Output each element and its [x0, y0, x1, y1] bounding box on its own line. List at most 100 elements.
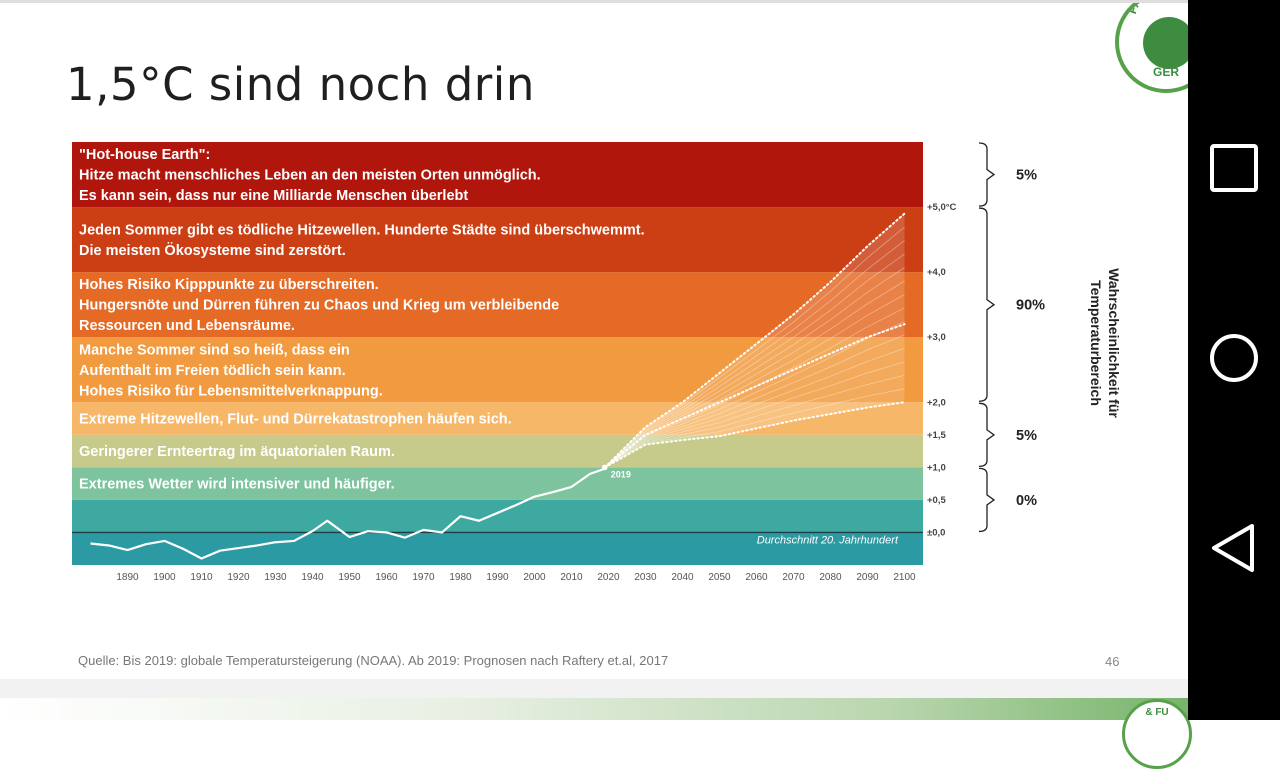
- next-slide-preview[interactable]: & FU: [0, 679, 1192, 769]
- band-3: [72, 434, 923, 468]
- band-4: [72, 402, 923, 435]
- y-tick-5: +3,0: [927, 332, 946, 343]
- band-text-5-2: Hohes Risiko für Lebensmittelverknappung…: [79, 383, 383, 399]
- band-text-5-1: Aufenthalt im Freien tödlich sein kann.: [79, 363, 346, 379]
- top-divider: [0, 0, 1188, 3]
- probability-label-0: 5%: [1016, 168, 1037, 184]
- android-nav-bar: [1188, 0, 1280, 720]
- logo-bottom-text: GER: [1153, 65, 1180, 79]
- band-text-7-1: Die meisten Ökosysteme sind zerstört.: [79, 242, 346, 259]
- band-6: [72, 272, 923, 338]
- band-text-7-0: Jeden Sommer gibt es tödliche Hitzewelle…: [79, 222, 645, 238]
- y-tick-3: +1,5: [927, 430, 946, 441]
- fan-line-4: [604, 348, 905, 468]
- x-tick-2050: 2050: [708, 572, 731, 583]
- band-8: [72, 142, 923, 208]
- x-tick-2060: 2060: [745, 572, 768, 583]
- band-5: [72, 337, 923, 403]
- x-tick-2080: 2080: [819, 572, 842, 583]
- x-tick-1900: 1900: [153, 572, 176, 583]
- band-1: [72, 499, 923, 533]
- source-caption: Quelle: Bis 2019: globale Temperaturstei…: [78, 653, 669, 668]
- x-tick-1940: 1940: [301, 572, 324, 583]
- x-tick-1970: 1970: [412, 572, 435, 583]
- fan-line-8: [604, 294, 905, 468]
- x-tick-2040: 2040: [671, 572, 694, 583]
- x-tick-1980: 1980: [449, 572, 472, 583]
- point-2019: [602, 464, 608, 471]
- band-text-6-0: Hohes Risiko Kipppunkte zu überschreiten…: [79, 277, 379, 293]
- band-text-8-0: "Hot-house Earth":: [79, 147, 210, 163]
- fan-line-12: [604, 240, 905, 468]
- y-tick-2: +1,0: [927, 462, 946, 473]
- projection-lower: [603, 401, 906, 469]
- probability-bracket-2: [978, 402, 996, 468]
- probability-bracket-0: [978, 142, 996, 207]
- temperature-chart: Extremes Wetter wird intensiver und häuf…: [72, 142, 1122, 583]
- band-text-6-2: Ressourcen und Lebensräume.: [79, 318, 295, 334]
- x-tick-1950: 1950: [338, 572, 361, 583]
- globe-icon: [1143, 17, 1188, 69]
- next-slide-banner: [0, 698, 1188, 720]
- band-text-5-0: Manche Sommer sind so heiß, dass ein: [79, 342, 350, 358]
- probability-bracket-3: [978, 467, 996, 533]
- y-tick-4: +2,0: [927, 397, 946, 408]
- probability-bracket-1: [978, 207, 996, 402]
- fan-line-11: [604, 253, 905, 468]
- circle-icon: [1210, 334, 1258, 382]
- x-tick-2100: 2100: [893, 572, 916, 583]
- fan-line-1: [604, 388, 905, 468]
- x-tick-1890: 1890: [116, 572, 139, 583]
- recents-button[interactable]: [1204, 138, 1264, 198]
- projection-upper: [603, 212, 906, 469]
- y-tick-1: +0,5: [927, 495, 946, 506]
- fan-line-5: [604, 334, 905, 468]
- triangle-back-icon: [1212, 524, 1254, 572]
- next-slide-logo: & FU: [1122, 699, 1192, 769]
- fan-line-13: [604, 226, 905, 468]
- band-text-2-0: Extremes Wetter wird intensiver und häuf…: [79, 477, 395, 493]
- projection-median: [603, 323, 906, 469]
- x-tick-2030: 2030: [634, 572, 657, 583]
- baseline-label: Durchschnitt 20. Jahrhundert: [757, 535, 899, 547]
- fan-line-3: [604, 361, 905, 468]
- band-0: [72, 532, 923, 565]
- band-text-8-2: Es kann sein, dass nur eine Milliarde Me…: [79, 188, 468, 204]
- home-button[interactable]: [1204, 328, 1264, 388]
- square-icon: [1210, 144, 1258, 192]
- band-2: [72, 467, 923, 500]
- fan-line-9: [604, 280, 905, 468]
- x-tick-2000: 2000: [523, 572, 546, 583]
- band-text-4-0: Extreme Hitzewellen, Flut- und Dürrekata…: [79, 412, 512, 428]
- x-tick-2010: 2010: [560, 572, 583, 583]
- band-text-6-1: Hungersnöte und Dürren führen zu Chaos u…: [79, 298, 559, 314]
- page-number: 46: [1105, 654, 1120, 669]
- back-button[interactable]: [1204, 518, 1264, 578]
- y-tick-6: +4,0: [927, 267, 946, 278]
- point-2019-label: 2019: [611, 469, 631, 479]
- y-tick-0: ±0,0: [927, 527, 945, 538]
- band-7: [72, 207, 923, 273]
- y-tick-7: +5,0°C: [927, 202, 957, 213]
- band-text-3-0: Geringerer Ernteertrag im äquatorialen R…: [79, 444, 395, 460]
- fan-line-10: [604, 267, 905, 468]
- x-tick-2090: 2090: [856, 572, 879, 583]
- fan-line-6: [604, 321, 905, 468]
- fan-line-2: [604, 374, 905, 468]
- x-tick-1910: 1910: [190, 572, 213, 583]
- x-tick-2020: 2020: [597, 572, 620, 583]
- x-tick-1990: 1990: [486, 572, 509, 583]
- slide-title: 1,5°C sind noch drin: [66, 58, 535, 111]
- logo: PARENTS GER: [1115, 3, 1188, 93]
- historical-temperature-line: [90, 467, 606, 560]
- x-tick-2070: 2070: [782, 572, 805, 583]
- probability-label-2: 5%: [1016, 428, 1037, 444]
- probability-label-3: 0%: [1016, 493, 1037, 509]
- projection-fan: [604, 213, 905, 468]
- x-tick-1920: 1920: [227, 572, 250, 583]
- probability-axis-label-line2: Temperaturbereich: [1088, 280, 1104, 406]
- x-tick-1930: 1930: [264, 572, 287, 583]
- probability-label-1: 90%: [1016, 298, 1045, 314]
- band-text-8-1: Hitze macht menschliches Leben an den me…: [79, 168, 541, 184]
